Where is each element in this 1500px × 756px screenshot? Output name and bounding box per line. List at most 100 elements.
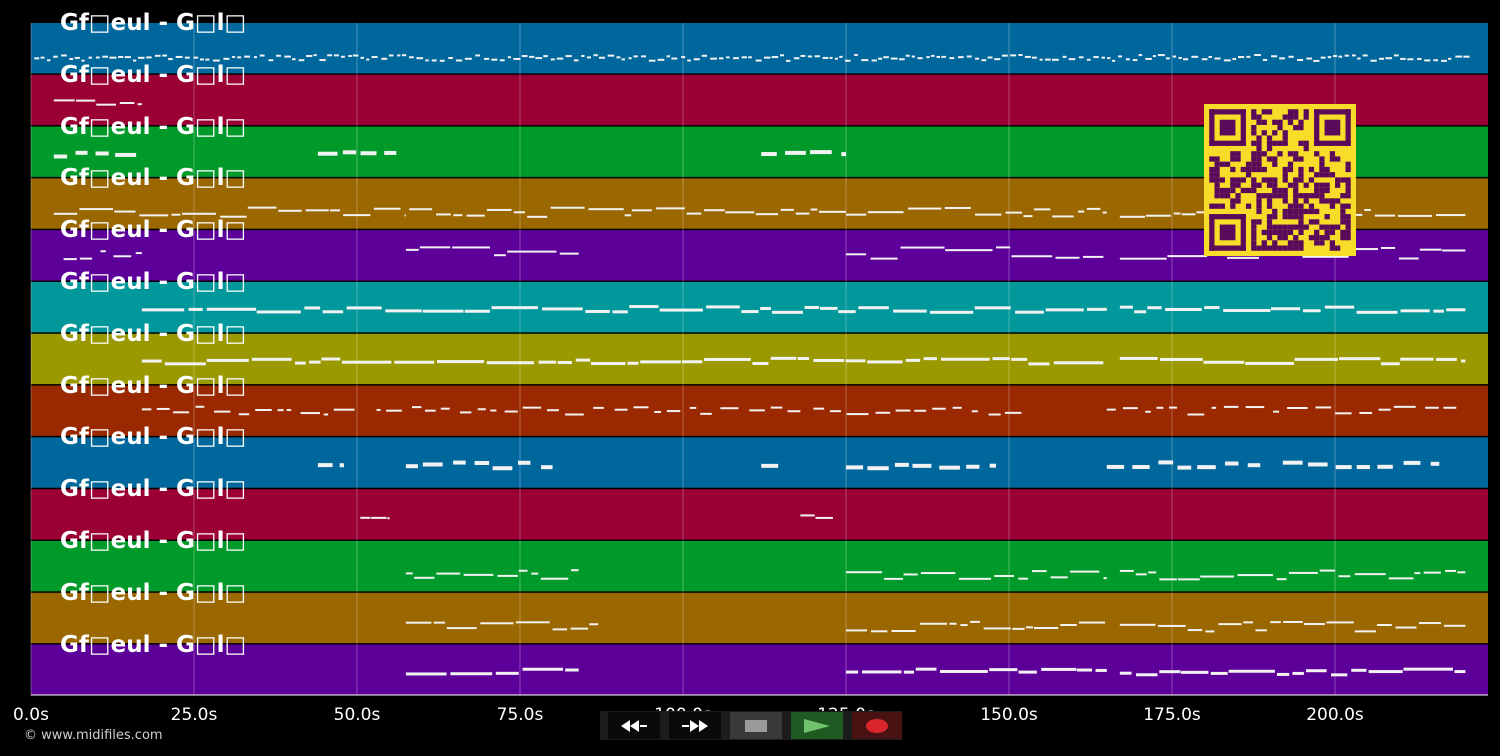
note <box>839 55 843 58</box>
note <box>612 310 628 314</box>
note <box>409 56 414 59</box>
note <box>701 54 708 57</box>
note <box>1033 626 1059 629</box>
note <box>1031 570 1047 573</box>
note <box>920 622 948 625</box>
note <box>95 56 100 59</box>
note <box>800 54 806 57</box>
note <box>135 252 142 255</box>
note <box>298 59 305 62</box>
fast-forward-button[interactable] <box>669 712 721 739</box>
note <box>1012 627 1025 630</box>
note <box>1146 214 1171 217</box>
track-label: Gf□eul - G□l□ <box>60 579 247 606</box>
note <box>1417 57 1422 60</box>
note <box>1031 56 1037 59</box>
note <box>464 57 472 60</box>
note <box>1407 58 1414 61</box>
note <box>971 410 978 413</box>
note <box>1463 55 1470 58</box>
note <box>1228 669 1275 673</box>
note <box>1028 362 1050 366</box>
note <box>1374 214 1396 217</box>
note <box>1326 621 1354 624</box>
note <box>571 569 579 572</box>
note <box>1303 623 1325 626</box>
note <box>1423 571 1441 574</box>
note <box>687 59 691 62</box>
note <box>1305 669 1327 673</box>
note <box>173 411 190 414</box>
note <box>416 57 424 60</box>
note <box>34 57 40 60</box>
note <box>932 407 946 410</box>
note <box>761 152 777 157</box>
note <box>1246 55 1251 58</box>
note <box>1191 55 1199 58</box>
note <box>343 214 371 217</box>
stop-button[interactable] <box>730 712 782 739</box>
note <box>69 58 74 61</box>
note <box>631 209 652 212</box>
note <box>867 360 903 364</box>
rewind-button[interactable] <box>608 712 660 739</box>
record-button[interactable] <box>852 712 902 739</box>
note <box>515 621 550 624</box>
note <box>124 56 131 59</box>
note <box>907 207 942 210</box>
note <box>477 408 486 411</box>
note <box>700 412 712 415</box>
note <box>614 408 628 411</box>
note <box>741 310 759 314</box>
note <box>309 360 321 364</box>
note <box>205 58 210 61</box>
note <box>557 360 572 364</box>
track-lane <box>31 437 1488 488</box>
note <box>797 357 810 361</box>
note <box>321 357 341 361</box>
note <box>681 56 686 59</box>
note <box>1078 621 1106 624</box>
note <box>1119 215 1146 218</box>
note <box>945 249 993 252</box>
note <box>1357 57 1361 60</box>
note <box>1069 570 1100 573</box>
note <box>1388 577 1414 580</box>
note <box>156 407 170 410</box>
note <box>890 57 898 60</box>
note <box>871 59 877 62</box>
note <box>1039 58 1043 61</box>
note <box>1077 210 1085 213</box>
play-button[interactable] <box>791 712 843 739</box>
note <box>1135 573 1147 576</box>
note <box>53 212 78 215</box>
note <box>891 630 916 633</box>
note <box>373 207 401 210</box>
note <box>861 59 869 62</box>
note <box>238 413 250 416</box>
note <box>966 55 972 58</box>
note <box>1208 55 1213 58</box>
note <box>1218 623 1242 626</box>
note <box>939 465 960 470</box>
note <box>1011 255 1053 258</box>
note <box>1349 248 1378 251</box>
note <box>1152 55 1156 58</box>
note <box>957 56 964 59</box>
note <box>1362 54 1368 57</box>
note <box>1147 306 1162 310</box>
note <box>996 246 1011 249</box>
note <box>844 59 851 62</box>
track-label: Gf□eul - G□l□ <box>60 528 247 554</box>
track-label: Gf□eul - G□l□ <box>60 113 247 140</box>
note <box>1158 624 1186 627</box>
note <box>40 56 45 59</box>
note <box>195 405 205 408</box>
note <box>450 672 493 676</box>
note <box>624 214 632 217</box>
note <box>53 99 75 102</box>
note <box>590 362 626 366</box>
note <box>466 214 485 217</box>
note <box>220 215 247 218</box>
note <box>944 206 971 209</box>
